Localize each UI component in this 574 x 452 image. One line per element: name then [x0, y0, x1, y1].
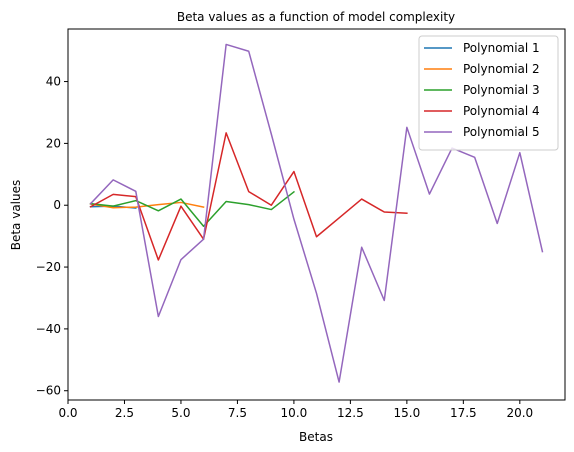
- x-tick-label: 0.0: [58, 406, 77, 420]
- y-tick-label: −60: [36, 384, 61, 398]
- x-tick-label: 2.5: [115, 406, 134, 420]
- x-tick-label: 10.0: [281, 406, 308, 420]
- y-tick-label: 40: [46, 75, 61, 89]
- y-axis-label: Beta values: [9, 180, 23, 251]
- y-tick-label: 0: [53, 198, 61, 212]
- x-tick-label: 20.0: [506, 406, 533, 420]
- legend-box: [418, 35, 559, 151]
- x-axis-label: Betas: [299, 430, 333, 444]
- series-lines: [89, 43, 544, 383]
- y-axis: −60 −40 −20 0 20 40: [36, 75, 68, 398]
- x-axis: 0.0 2.5 5.0 7.5 10.0 12.5 15.0 17.5 20.0: [58, 400, 533, 420]
- legend-label-4: Polynomial 4: [463, 104, 540, 118]
- legend-label-2: Polynomial 2: [463, 62, 540, 76]
- series-line-3: [89, 190, 295, 227]
- y-tick-label: −40: [36, 322, 61, 336]
- legend-label-1: Polynomial 1: [463, 41, 540, 55]
- x-tick-label: 7.5: [228, 406, 247, 420]
- series-line-5: [89, 43, 544, 383]
- x-tick-label: 5.0: [171, 406, 190, 420]
- legend: Polynomial 1 Polynomial 2 Polynomial 3 Poly…: [418, 35, 559, 151]
- x-tick-label: 15.0: [394, 406, 421, 420]
- plot-frame: [67, 28, 566, 401]
- legend-label-5: Polynomial 5: [463, 125, 540, 139]
- y-tick-label: 20: [46, 136, 61, 150]
- series-line-4: [89, 132, 408, 261]
- x-tick-label: 12.5: [337, 406, 364, 420]
- y-tick-label: −20: [36, 260, 61, 274]
- x-tick-label: 17.5: [450, 406, 477, 420]
- chart-title: Beta values as a function of model compl…: [177, 10, 455, 24]
- legend-label-3: Polynomial 3: [463, 83, 540, 97]
